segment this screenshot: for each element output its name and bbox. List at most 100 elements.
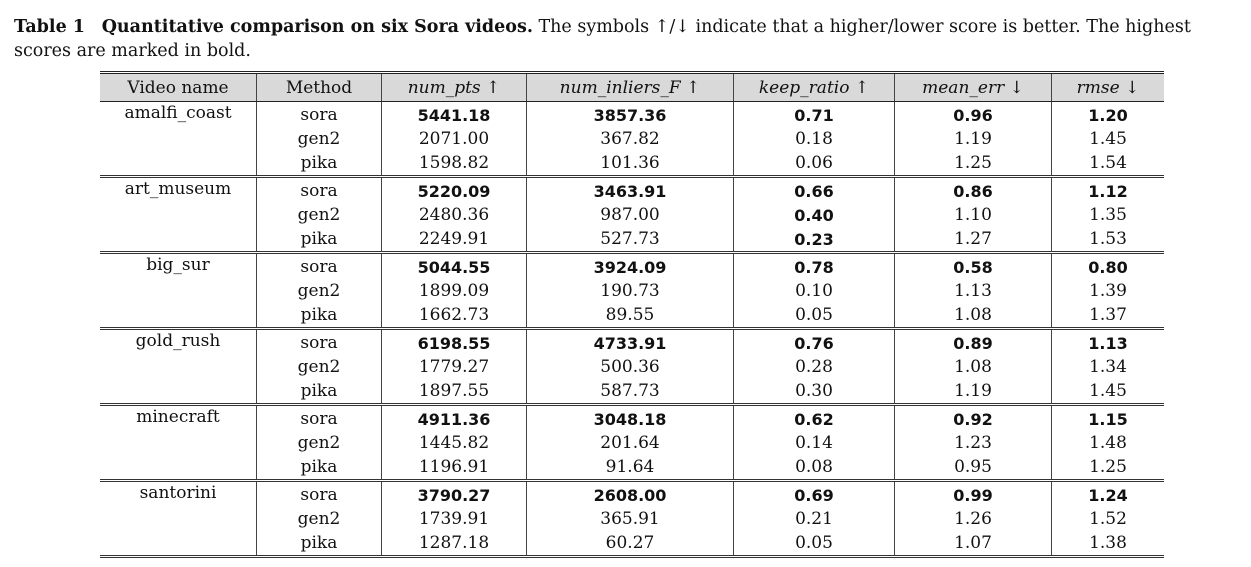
video-name-cell <box>100 203 257 227</box>
video-name-cell: amalfi_coast <box>124 103 232 123</box>
header-rmse: rmse ↓ <box>1051 71 1164 102</box>
video-name-cell <box>100 379 257 405</box>
keep-ratio-cell: 0.76 <box>733 327 895 355</box>
num-inliers-f-cell: 987.00 <box>526 203 734 227</box>
num-pts-cell: 1739.91 <box>381 507 527 531</box>
table-caption: Table 1 Quantitative comparison on six S… <box>14 15 1246 63</box>
rmse-cell: 1.54 <box>1051 151 1164 177</box>
table-row: gen2 2480.36 987.00 0.40 1.10 1.35 <box>100 203 1164 227</box>
method-cell: pika <box>256 303 382 329</box>
num-pts-cell: 1287.18 <box>381 531 527 558</box>
mean-err-cell: 0.95 <box>894 455 1052 481</box>
mean-err-cell: 0.58 <box>894 251 1052 279</box>
method-cell: gen2 <box>256 507 382 531</box>
method-cell: pika <box>256 151 382 177</box>
table-row: minecraft sora 4911.36 3048.18 0.62 0.92 1.15 <box>100 403 1164 431</box>
video-name-cell <box>100 507 257 531</box>
keep-ratio-cell: 0.40 <box>733 203 895 227</box>
video-group: art_museum sora 5220.09 3463.91 0.66 0.86 1.12… <box>100 175 1164 253</box>
rmse-cell: 1.35 <box>1051 203 1164 227</box>
rmse-cell: 1.38 <box>1051 531 1164 558</box>
keep-ratio-cell: 0.62 <box>733 403 895 431</box>
table-row: gen2 2071.00 367.82 0.18 1.19 1.45 <box>100 127 1164 151</box>
num-inliers-f-cell: 3463.91 <box>526 175 734 203</box>
num-inliers-f-cell: 3857.36 <box>526 101 734 127</box>
rmse-cell: 1.53 <box>1051 227 1164 253</box>
keep-ratio-cell: 0.21 <box>733 507 895 531</box>
keep-ratio-cell: 0.71 <box>733 101 895 127</box>
table-row: pika 1662.73 89.55 0.05 1.08 1.37 <box>100 303 1164 329</box>
method-cell: gen2 <box>256 355 382 379</box>
table-row: pika 1897.55 587.73 0.30 1.19 1.45 <box>100 379 1164 405</box>
num-inliers-f-cell: 587.73 <box>526 379 734 405</box>
rmse-cell: 1.24 <box>1051 479 1164 507</box>
keep-ratio-cell: 0.30 <box>733 379 895 405</box>
header-num-inliers-f: num_inliers_F ↑ <box>526 71 734 102</box>
rmse-cell: 1.13 <box>1051 327 1164 355</box>
table-row: big_sur sora 5044.55 3924.09 0.78 0.58 0.80 <box>100 251 1164 279</box>
method-cell: sora <box>256 251 382 279</box>
method-cell: pika <box>256 531 382 558</box>
rmse-cell: 1.12 <box>1051 175 1164 203</box>
num-pts-cell: 3790.27 <box>381 479 527 507</box>
rmse-cell: 1.48 <box>1051 431 1164 455</box>
num-inliers-f-cell: 89.55 <box>526 303 734 329</box>
keep-ratio-cell: 0.08 <box>733 455 895 481</box>
num-pts-cell: 6198.55 <box>381 327 527 355</box>
method-cell: pika <box>256 227 382 253</box>
method-cell: sora <box>256 327 382 355</box>
header-num-pts: num_pts ↑ <box>381 71 527 102</box>
rmse-cell: 0.80 <box>1051 251 1164 279</box>
num-pts-cell: 5220.09 <box>381 175 527 203</box>
video-name-cell <box>100 227 257 253</box>
mean-err-cell: 1.13 <box>894 279 1052 303</box>
num-inliers-f-cell: 365.91 <box>526 507 734 531</box>
mean-err-cell: 1.27 <box>894 227 1052 253</box>
video-group: santorini sora 3790.27 2608.00 0.69 0.99 1.24 g… <box>100 479 1164 558</box>
rmse-cell: 1.37 <box>1051 303 1164 329</box>
caption-text: The symbols ↑/↓ indicate that a higher/l… <box>14 17 1191 61</box>
num-inliers-f-cell: 2608.00 <box>526 479 734 507</box>
keep-ratio-cell: 0.10 <box>733 279 895 303</box>
num-pts-cell: 1899.09 <box>381 279 527 303</box>
video-group: minecraft sora 4911.36 3048.18 0.62 0.92 1.15 g… <box>100 403 1164 481</box>
num-inliers-f-cell: 60.27 <box>526 531 734 558</box>
rmse-cell: 1.34 <box>1051 355 1164 379</box>
method-cell: sora <box>256 101 382 127</box>
keep-ratio-cell: 0.23 <box>733 227 895 253</box>
mean-err-cell: 1.08 <box>894 303 1052 329</box>
video-name-cell <box>100 303 257 329</box>
keep-ratio-cell: 0.28 <box>733 355 895 379</box>
mean-err-cell: 1.19 <box>894 127 1052 151</box>
video-name-cell: gold_rush <box>100 327 257 355</box>
num-pts-cell: 2071.00 <box>381 127 527 151</box>
num-inliers-f-cell: 367.82 <box>526 127 734 151</box>
table-row: gold_rush sora 6198.55 4733.91 0.76 0.89 1.13 <box>100 327 1164 355</box>
num-pts-cell: 2480.36 <box>381 203 527 227</box>
rmse-cell: 1.20 <box>1051 101 1164 127</box>
table-row: gen2 1739.91 365.91 0.21 1.26 1.52 <box>100 507 1164 531</box>
num-inliers-f-cell: 527.73 <box>526 227 734 253</box>
keep-ratio-cell: 0.05 <box>733 531 895 558</box>
method-cell: pika <box>256 379 382 405</box>
table-row: art_museum sora 5220.09 3463.91 0.66 0.86 1.12 <box>100 175 1164 203</box>
mean-err-cell: 0.96 <box>894 101 1052 127</box>
num-pts-cell: 1196.91 <box>381 455 527 481</box>
num-pts-cell: 1779.27 <box>381 355 527 379</box>
keep-ratio-cell: 0.06 <box>733 151 895 177</box>
mean-err-cell: 1.23 <box>894 431 1052 455</box>
method-cell: gen2 <box>256 431 382 455</box>
mean-err-cell: 0.86 <box>894 175 1052 203</box>
num-pts-cell: 2249.91 <box>381 227 527 253</box>
rmse-cell: 1.25 <box>1051 455 1164 481</box>
method-cell: sora <box>256 479 382 507</box>
keep-ratio-cell: 0.18 <box>733 127 895 151</box>
video-name-cell <box>100 355 257 379</box>
table-row: pika 1196.91 91.64 0.08 0.95 1.25 <box>100 455 1164 481</box>
video-name-cell: art_museum <box>100 175 257 203</box>
num-inliers-f-cell: 91.64 <box>526 455 734 481</box>
table-row: santorini sora 3790.27 2608.00 0.69 0.99 1.24 <box>100 479 1164 507</box>
table-row: gen2 1899.09 190.73 0.10 1.13 1.39 <box>100 279 1164 303</box>
num-inliers-f-cell: 3924.09 <box>526 251 734 279</box>
rmse-cell: 1.15 <box>1051 403 1164 431</box>
